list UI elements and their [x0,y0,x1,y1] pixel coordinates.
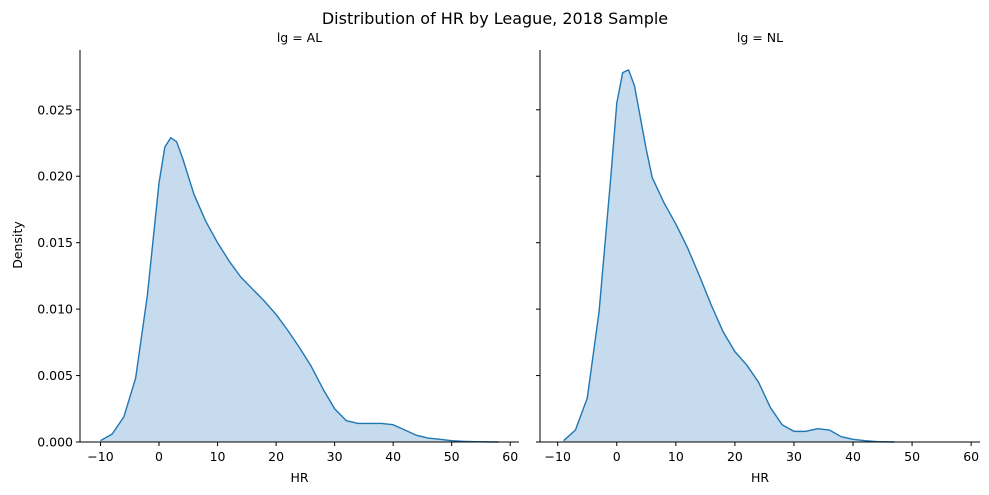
y-tick-label: 0.010 [37,302,73,317]
x-tick-label: −10 [87,449,113,464]
y-tick-label: 0.020 [37,169,73,184]
panel-title: lg = NL [737,30,783,45]
x-tick-label: 60 [502,449,518,464]
y-tick-label: 0.025 [37,102,73,117]
density-line [100,137,499,443]
x-tick-label: 0 [155,449,163,464]
x-tick-label: 10 [210,449,226,464]
y-tick-label: 0.000 [37,435,73,450]
x-tick-label: 50 [904,449,920,464]
x-tick-label: 30 [327,449,343,464]
panel-title: lg = AL [277,30,322,45]
x-tick-label: 0 [613,449,621,464]
panels: lg = AL 0.000 0.005 0.010 0.015 0.020 0.025 −10… [37,30,980,485]
x-tick-label: 40 [845,449,861,464]
x-tick-label: 20 [727,449,743,464]
x-tick-label: 10 [668,449,684,464]
x-axis-label: HR [290,470,308,485]
y-tick-label: 0.015 [37,235,73,250]
density-line [563,69,895,443]
panel-1: lg = AL 0.000 0.005 0.010 0.015 0.020 0.025 −10… [37,30,519,485]
x-tick-label: 30 [786,449,802,464]
density-area [563,69,895,443]
chart-title: Distribution of HR by League, 2018 Sampl… [322,9,668,28]
y-tick-label: 0.005 [37,368,73,383]
density-area [100,137,499,442]
y-axis-label: Density [10,221,25,269]
x-tick-label: 40 [385,449,401,464]
x-tick-label: 20 [268,449,284,464]
x-tick-label: 60 [963,449,979,464]
x-tick-label: −10 [545,449,571,464]
x-axis-label: HR [751,470,769,485]
x-tick-label: 50 [444,449,460,464]
panel-2: lg = NL −10 0 10 20 30 40 50 60 HR [536,30,980,485]
